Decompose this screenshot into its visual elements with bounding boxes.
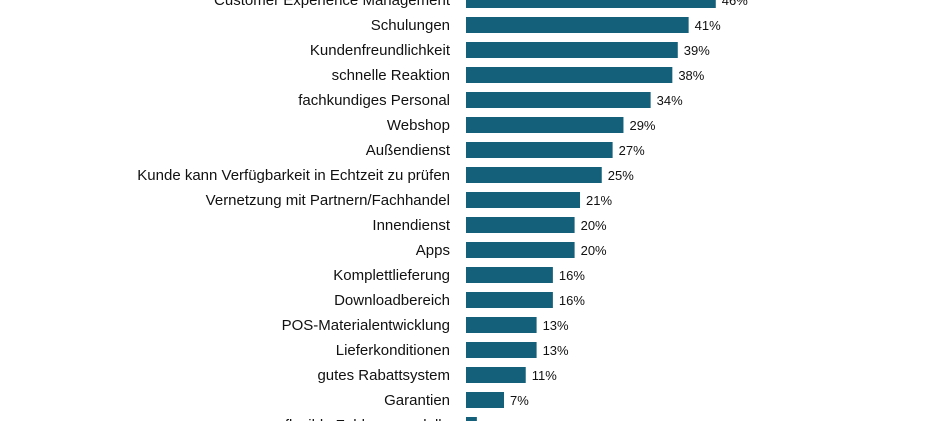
category-label: Innendienst [372, 217, 450, 234]
bar [466, 167, 602, 183]
bar [466, 392, 505, 408]
category-label: Schulungen [371, 17, 450, 34]
value-label: 38% [678, 68, 704, 83]
bar [466, 142, 613, 158]
bar [466, 367, 526, 383]
bar [466, 117, 624, 133]
bar [466, 42, 678, 58]
bar [466, 17, 689, 33]
category-labels: Customer Experience Management Schulungen… [137, 0, 451, 421]
value-label: 34% [657, 93, 683, 108]
value-label: 46% [722, 0, 748, 8]
category-label: Downloadbereich [334, 292, 450, 309]
value-label: 39% [684, 43, 710, 58]
bars-group [466, 0, 716, 421]
value-label: 13% [543, 343, 569, 358]
value-label: 25% [608, 168, 634, 183]
value-label: 20% [581, 243, 607, 258]
category-label: Komplettlieferung [333, 267, 450, 284]
category-label: Apps [416, 242, 450, 259]
category-label: gutes Rabattsystem [317, 367, 450, 384]
value-label: 20% [581, 218, 607, 233]
bar [466, 417, 477, 421]
bar [466, 292, 553, 308]
value-label: 16% [559, 293, 585, 308]
bar [466, 192, 581, 208]
category-label: schnelle Reaktion [332, 67, 450, 84]
category-label: Kunde kann Verfügbarkeit in Echtzeit zu … [137, 167, 450, 184]
bar [466, 92, 651, 108]
value-label: 7% [510, 393, 529, 408]
category-label: Außendienst [366, 142, 451, 159]
category-label: Lieferkonditionen [336, 342, 450, 359]
bar [466, 267, 553, 283]
value-label: 29% [629, 118, 655, 133]
category-label: Customer Experience Management [214, 0, 451, 9]
bar [466, 0, 716, 8]
bar [466, 217, 575, 233]
category-label: Vernetzung mit Partnern/Fachhandel [206, 192, 450, 209]
category-label: Garantien [384, 392, 450, 409]
value-label: 27% [619, 143, 645, 158]
value-label: 21% [586, 193, 612, 208]
value-label: 41% [695, 18, 721, 33]
bar [466, 342, 537, 358]
bar [466, 317, 537, 333]
value-labels: 46% 41% 39% 38% 34%29% 27% 25% 21% 20% 20% 16% 16% 1… [483, 0, 748, 421]
category-label: fachkundiges Personal [298, 92, 450, 109]
bar [466, 242, 575, 258]
bar [466, 67, 673, 83]
category-label: Kundenfreundlichkeit [310, 42, 451, 59]
value-label: 11% [532, 368, 557, 383]
category-label: Webshop [387, 117, 450, 134]
category-label: flexible Zahlungsmodelle [285, 417, 450, 421]
value-label: 13% [543, 318, 569, 333]
category-label: POS-Materialentwicklung [282, 317, 450, 334]
value-label: 2% [483, 418, 502, 421]
value-label: 16% [559, 268, 585, 283]
